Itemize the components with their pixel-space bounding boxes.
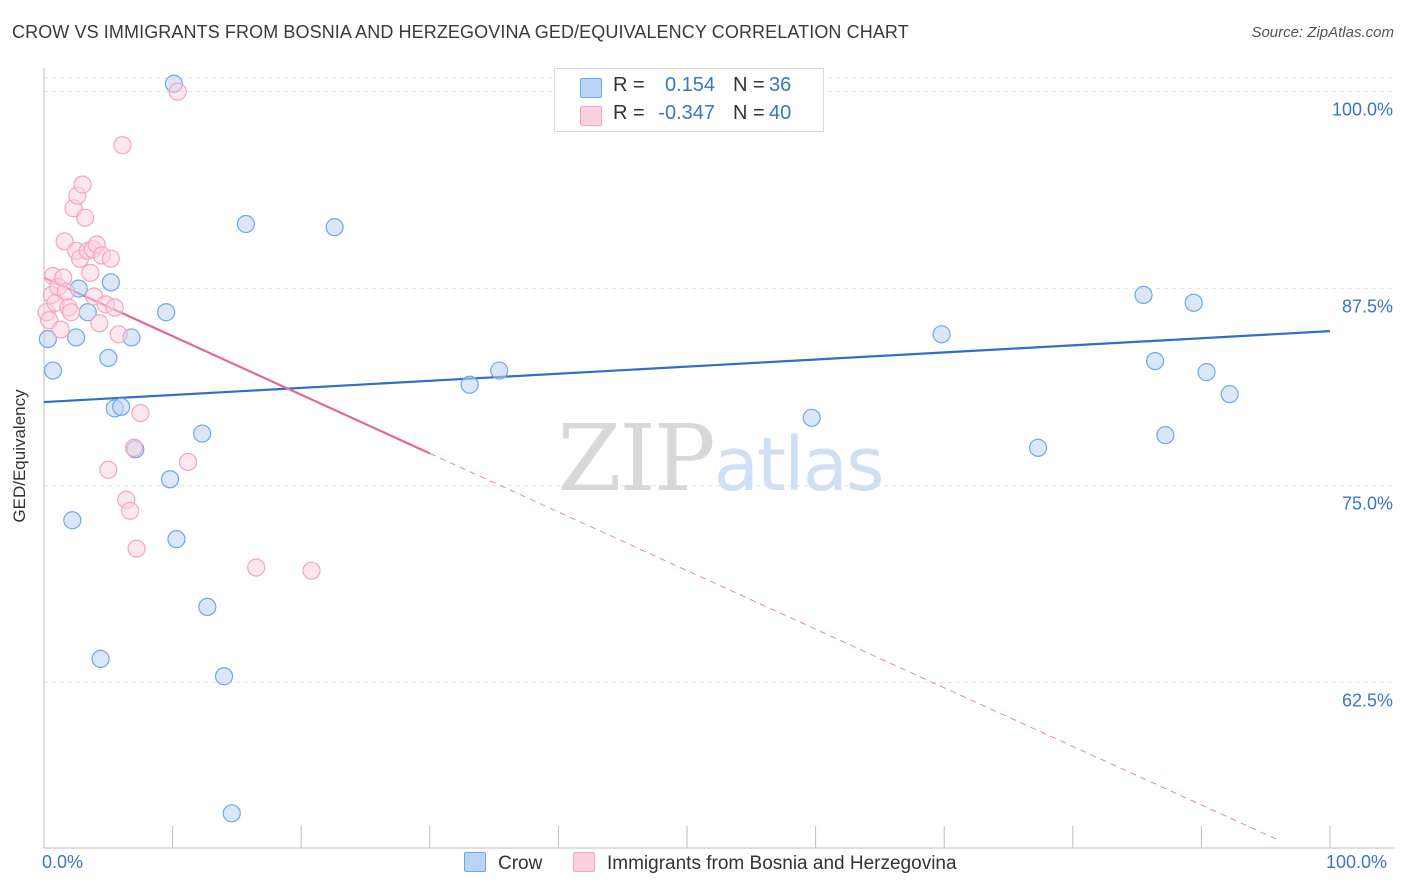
bosnia-swatch bbox=[580, 106, 602, 126]
bosnia-point bbox=[127, 539, 146, 558]
crow-n-label: N = bbox=[733, 74, 765, 96]
bosnia-point bbox=[124, 438, 144, 457]
bosnia-point bbox=[121, 501, 140, 520]
grid-layer bbox=[44, 77, 1394, 684]
bosnia-n-value: 40 bbox=[769, 102, 792, 124]
crow-swatch bbox=[580, 78, 602, 98]
legend-bosnia-swatch bbox=[573, 852, 595, 872]
crow-point bbox=[160, 470, 180, 489]
legend-item-crow: Crow bbox=[464, 852, 542, 875]
points-layer bbox=[37, 74, 1239, 823]
crow-point bbox=[325, 218, 344, 237]
bosnia-point bbox=[81, 263, 100, 282]
y-axis-title: GED/Equivalency bbox=[10, 389, 29, 523]
bosnia-point bbox=[73, 175, 92, 194]
crow-point bbox=[1146, 351, 1165, 371]
crow-point bbox=[214, 667, 234, 686]
x-tick-label-max: 100.0% bbox=[1326, 852, 1388, 872]
crow-point bbox=[1156, 426, 1175, 445]
crow-point bbox=[91, 649, 110, 669]
crow-point bbox=[63, 511, 82, 530]
crow-point bbox=[167, 530, 186, 549]
crow-point bbox=[236, 214, 256, 234]
bosnia-n-label: N = bbox=[733, 102, 765, 124]
crow-point bbox=[38, 329, 57, 349]
crow-point bbox=[460, 375, 479, 394]
crow-point bbox=[112, 397, 131, 416]
crow-point bbox=[43, 361, 63, 380]
x-tick-label-min: 0.0% bbox=[42, 852, 84, 872]
bosnia-point bbox=[178, 452, 198, 472]
stats-legend-row-crow: R = 0.154 N = 36 bbox=[555, 71, 823, 101]
bosnia-point bbox=[109, 325, 128, 344]
crow-point bbox=[932, 325, 951, 344]
bosnia-point bbox=[105, 298, 124, 317]
bosnia-point bbox=[101, 249, 120, 268]
crow-point bbox=[222, 804, 241, 823]
bosnia-point bbox=[168, 82, 187, 101]
crow-point bbox=[99, 348, 118, 368]
y-tick-label: 100.0% bbox=[1332, 100, 1393, 120]
bosnia-point bbox=[61, 303, 81, 322]
bosnia-point bbox=[76, 208, 95, 227]
chart-source: Source: ZipAtlas.com bbox=[1251, 24, 1394, 41]
crow-r-value: 0.154 bbox=[664, 74, 715, 96]
crow-point bbox=[198, 597, 217, 617]
legend-crow-label: Crow bbox=[498, 853, 543, 874]
y-tick-label: 62.5% bbox=[1342, 691, 1393, 711]
legend-crow-swatch bbox=[464, 852, 486, 872]
chart-title: CROW VS IMMIGRANTS FROM BOSNIA AND HERZE… bbox=[12, 22, 909, 42]
crow-n-value: 36 bbox=[769, 74, 792, 96]
legend-bosnia-label: Immigrants from Bosnia and Herzegovina bbox=[607, 853, 957, 874]
bosnia-point bbox=[90, 314, 109, 333]
bosnia-point bbox=[56, 282, 75, 301]
crow-r-label: R = bbox=[613, 74, 645, 96]
bosnia-trend-extension bbox=[429, 452, 1279, 841]
bosnia-point bbox=[131, 403, 150, 423]
crow-point bbox=[490, 361, 509, 380]
legend-item-bosnia: Immigrants from Bosnia and Herzegovina bbox=[573, 852, 957, 875]
crow-point bbox=[193, 424, 212, 443]
svg-text:ZIPatlas: ZIPatlas bbox=[558, 405, 883, 512]
bosnia-point bbox=[99, 460, 118, 479]
y-tick-label: 75.0% bbox=[1342, 494, 1393, 514]
crow-point bbox=[1220, 385, 1239, 404]
bosnia-point bbox=[113, 136, 132, 155]
crow-trend-line bbox=[43, 330, 1331, 404]
bosnia-point bbox=[247, 558, 266, 577]
crow-point bbox=[1184, 293, 1203, 312]
crow-point bbox=[1028, 438, 1048, 457]
bosnia-point bbox=[51, 320, 70, 339]
crow-point bbox=[802, 408, 821, 427]
crow-point bbox=[1197, 363, 1216, 382]
crow-point bbox=[1134, 285, 1153, 305]
crow-point bbox=[67, 328, 86, 347]
watermark: ZIPatlas bbox=[558, 405, 885, 512]
crow-point bbox=[101, 273, 120, 292]
bosnia-r-label: R = bbox=[613, 102, 645, 124]
y-tick-label: 87.5% bbox=[1342, 297, 1393, 317]
axis-layer bbox=[43, 68, 1394, 849]
stats-legend: R = 0.154 N = 36 R = -0.347 N = 40 bbox=[554, 68, 824, 132]
watermark-atlas: atlas bbox=[714, 422, 883, 508]
y-tick-labels: 62.5% 75.0% 87.5% 100.0% bbox=[1332, 100, 1393, 711]
bosnia-point bbox=[302, 561, 321, 580]
crow-point bbox=[157, 303, 176, 322]
bosnia-r-value: -0.347 bbox=[658, 102, 715, 124]
trend-layer bbox=[43, 276, 1331, 841]
stats-legend-row-bosnia: R = -0.347 N = 40 bbox=[555, 99, 823, 129]
watermark-zip: ZIP bbox=[558, 405, 714, 512]
